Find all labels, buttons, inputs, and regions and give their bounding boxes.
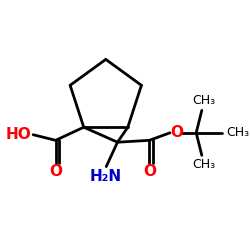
Text: CH₃: CH₃ (192, 158, 215, 171)
Text: CH₃: CH₃ (226, 126, 249, 139)
Text: O: O (49, 164, 62, 179)
Text: O: O (143, 164, 156, 179)
Text: CH₃: CH₃ (192, 94, 215, 108)
Text: HO: HO (6, 127, 31, 142)
Text: H₂N: H₂N (89, 170, 121, 184)
Text: O: O (170, 125, 183, 140)
